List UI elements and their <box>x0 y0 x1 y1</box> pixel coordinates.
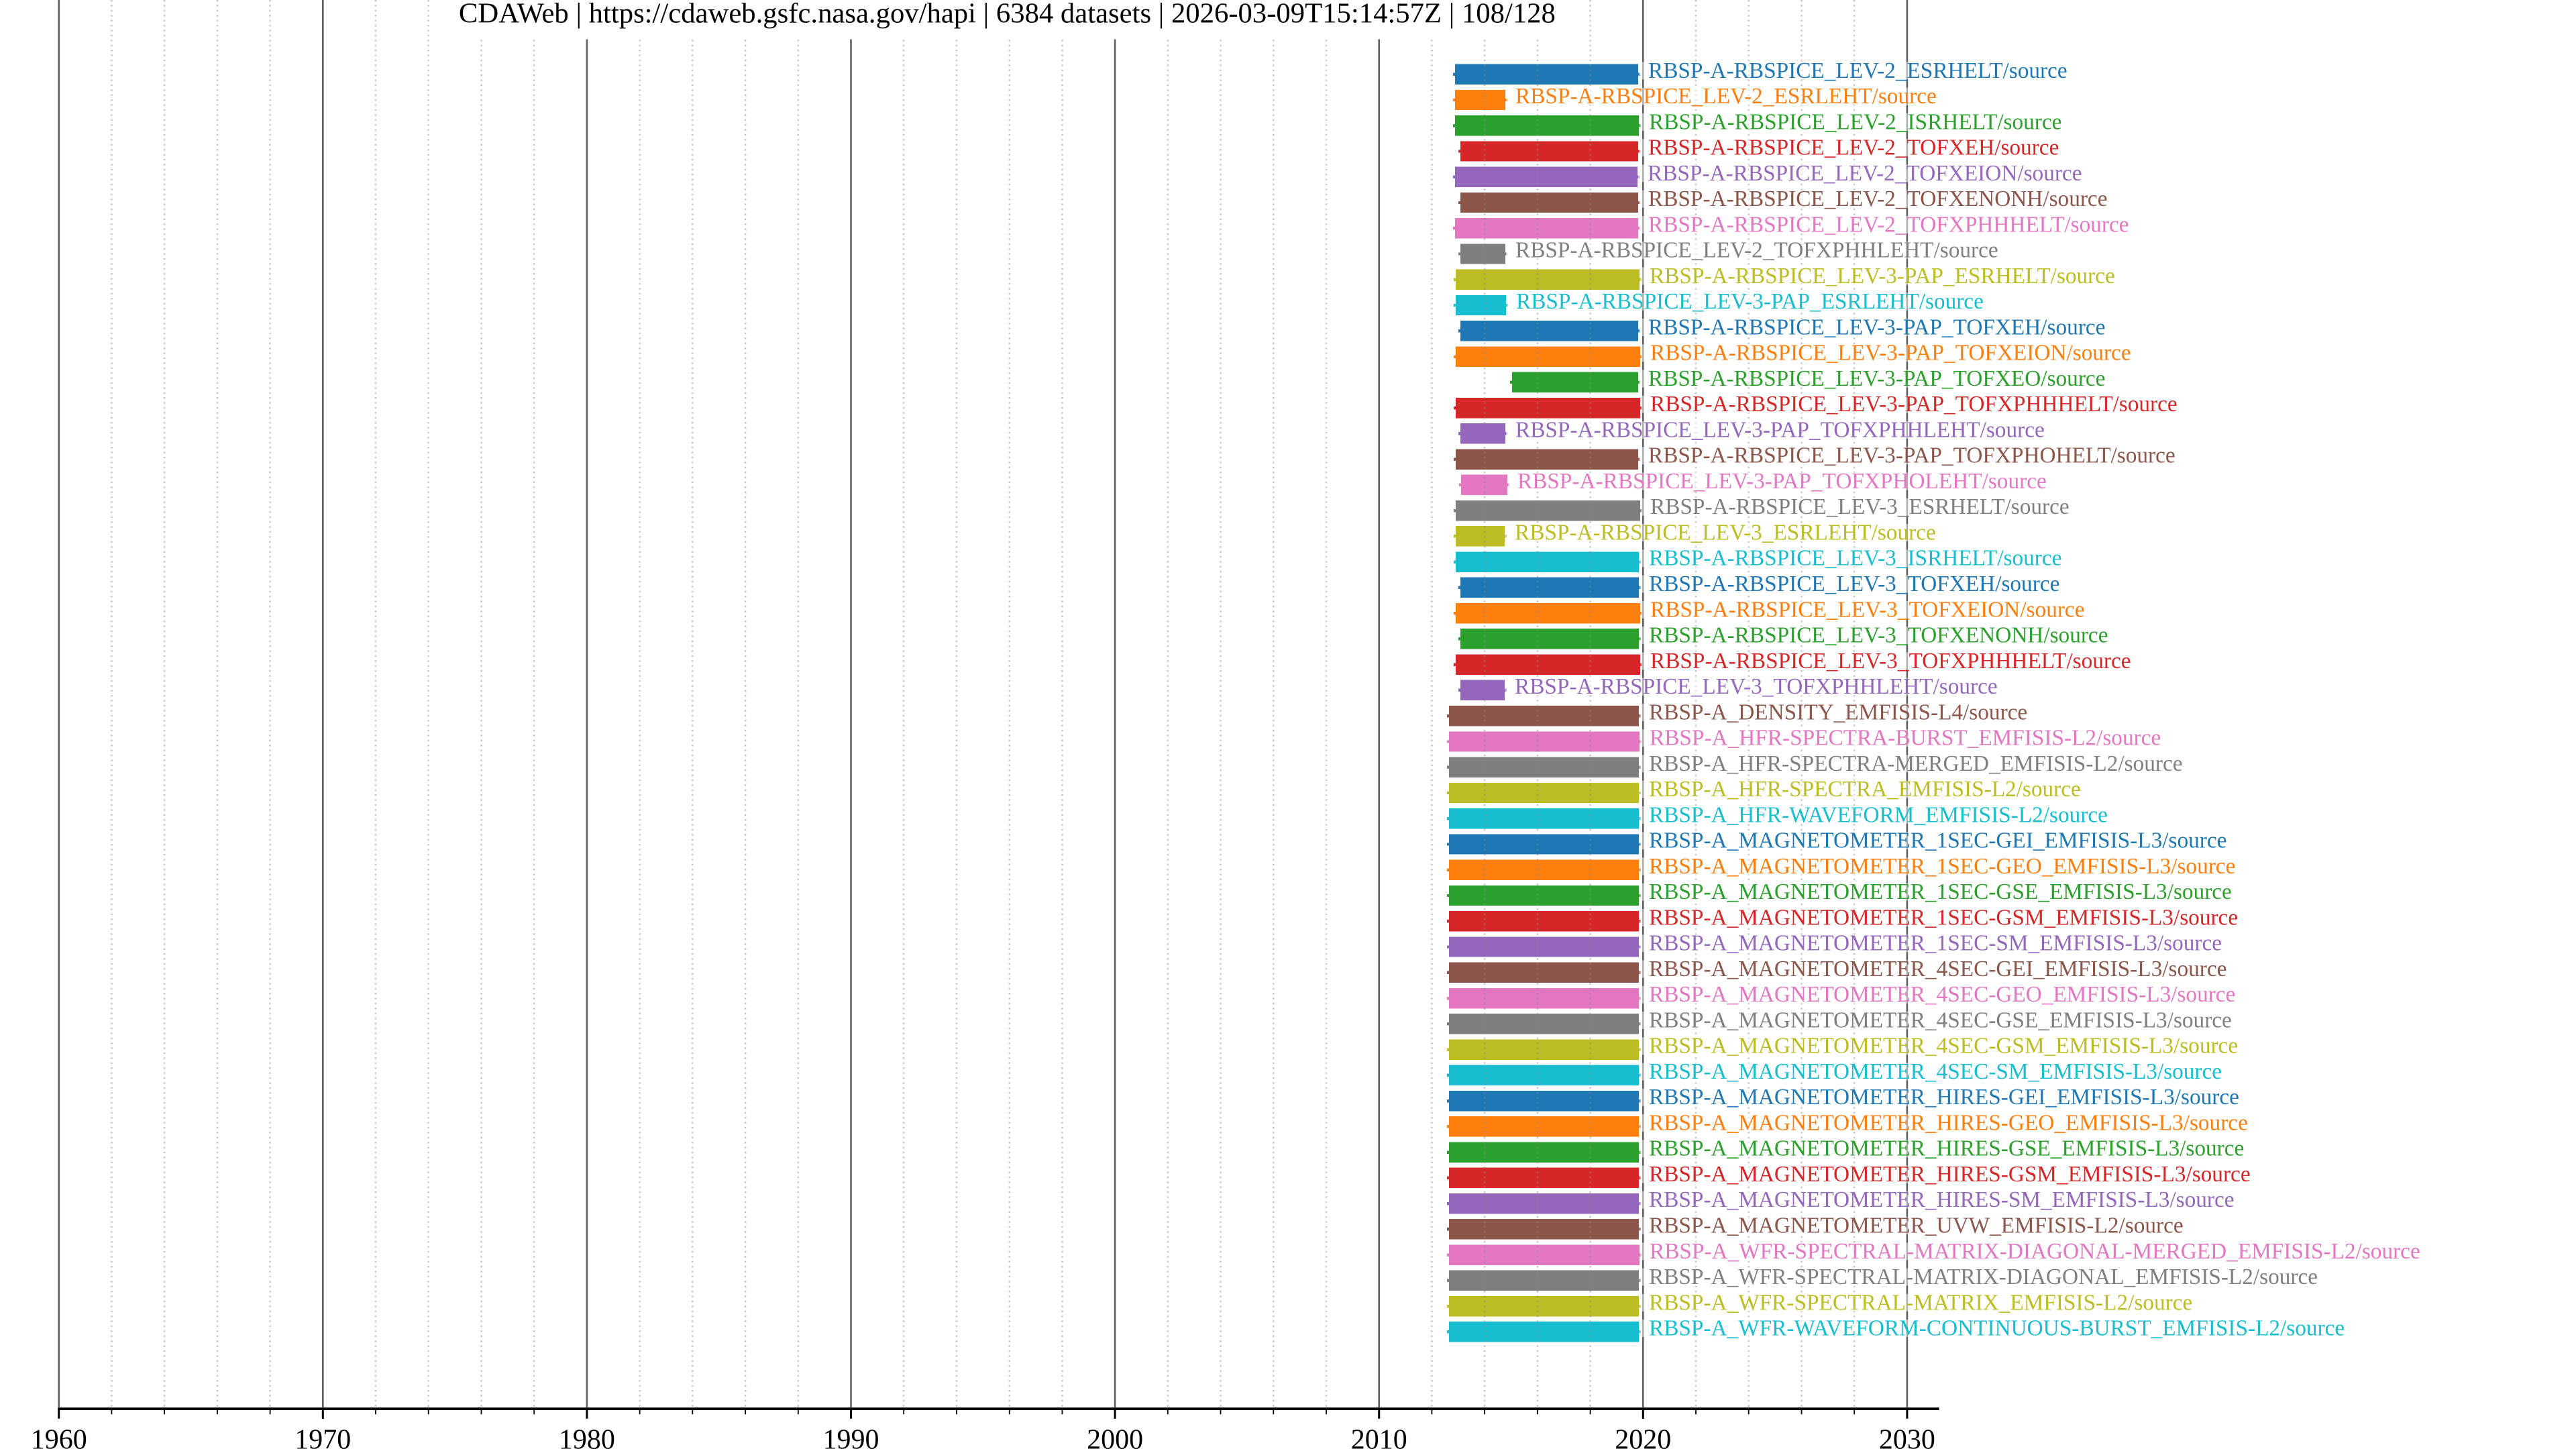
svg-text:RBSP-A-RBSPICE_LEV-3_ESRLEHT/s: RBSP-A-RBSPICE_LEV-3_ESRLEHT/source <box>1515 521 1936 545</box>
svg-text:RBSP-A_HFR-WAVEFORM_EMFISIS-L2: RBSP-A_HFR-WAVEFORM_EMFISIS-L2/source <box>1649 802 2108 827</box>
svg-text:RBSP-A_DENSITY_EMFISIS-L4/sour: RBSP-A_DENSITY_EMFISIS-L4/source <box>1649 700 2027 724</box>
svg-text:RBSP-A_MAGNETOMETER_HIRES-GSE_: RBSP-A_MAGNETOMETER_HIRES-GSE_EMFISIS-L3… <box>1649 1136 2244 1161</box>
svg-text:RBSP-A_MAGNETOMETER_4SEC-GEI_E: RBSP-A_MAGNETOMETER_4SEC-GEI_EMFISIS-L3/… <box>1649 957 2226 981</box>
svg-text:RBSP-A_WFR-SPECTRAL-MATRIX-DIA: RBSP-A_WFR-SPECTRAL-MATRIX-DIAGONAL-MERG… <box>1650 1239 2420 1264</box>
svg-text:RBSP-A-RBSPICE_LEV-2_TOFXEH/so: RBSP-A-RBSPICE_LEV-2_TOFXEH/source <box>1648 136 2059 160</box>
svg-text:RBSP-A-RBSPICE_LEV-2_TOFXENONH: RBSP-A-RBSPICE_LEV-2_TOFXENONH/source <box>1648 186 2108 211</box>
svg-text:RBSP-A-RBSPICE_LEV-2_TOFXPHHHE: RBSP-A-RBSPICE_LEV-2_TOFXPHHHELT/source <box>1648 212 2129 237</box>
svg-text:RBSP-A-RBSPICE_LEV-3-PAP_TOFXE: RBSP-A-RBSPICE_LEV-3-PAP_TOFXEION/source <box>1650 341 2131 366</box>
svg-text:RBSP-A_WFR-SPECTRAL-MATRIX-DIA: RBSP-A_WFR-SPECTRAL-MATRIX-DIAGONAL_EMFI… <box>1649 1265 2318 1289</box>
svg-text:2010: 2010 <box>1351 1425 1407 1449</box>
svg-text:2000: 2000 <box>1087 1425 1143 1449</box>
svg-text:1980: 1980 <box>559 1425 615 1449</box>
svg-text:RBSP-A-RBSPICE_LEV-2_ESRLEHT/s: RBSP-A-RBSPICE_LEV-2_ESRLEHT/source <box>1515 84 1937 109</box>
svg-text:RBSP-A-RBSPICE_LEV-3-PAP_ESRHE: RBSP-A-RBSPICE_LEV-3-PAP_ESRHELT/source <box>1650 264 2115 288</box>
svg-text:RBSP-A-RBSPICE_LEV-3_TOFXENONH: RBSP-A-RBSPICE_LEV-3_TOFXENONH/source <box>1649 623 2108 648</box>
svg-text:RBSP-A_WFR-SPECTRAL-MATRIX_EMF: RBSP-A_WFR-SPECTRAL-MATRIX_EMFISIS-L2/so… <box>1649 1290 2192 1315</box>
svg-text:RBSP-A-RBSPICE_LEV-3-PAP_ESRLE: RBSP-A-RBSPICE_LEV-3-PAP_ESRLEHT/source <box>1516 289 1984 314</box>
svg-text:RBSP-A-RBSPICE_LEV-3_TOFXPHHHE: RBSP-A-RBSPICE_LEV-3_TOFXPHHHELT/source <box>1650 649 2131 674</box>
svg-text:RBSP-A-RBSPICE_LEV-3_ISRHELT/s: RBSP-A-RBSPICE_LEV-3_ISRHELT/source <box>1649 546 2061 571</box>
svg-text:RBSP-A-RBSPICE_LEV-3-PAP_TOFXE: RBSP-A-RBSPICE_LEV-3-PAP_TOFXEO/source <box>1648 366 2105 391</box>
svg-text:RBSP-A_MAGNETOMETER_HIRES-GSM_: RBSP-A_MAGNETOMETER_HIRES-GSM_EMFISIS-L3… <box>1649 1162 2251 1187</box>
svg-text:RBSP-A_MAGNETOMETER_1SEC-SM_EM: RBSP-A_MAGNETOMETER_1SEC-SM_EMFISIS-L3/s… <box>1649 931 2222 956</box>
svg-text:RBSP-A_MAGNETOMETER_1SEC-GSM_E: RBSP-A_MAGNETOMETER_1SEC-GSM_EMFISIS-L3/… <box>1649 905 2238 930</box>
svg-text:RBSP-A_MAGNETOMETER_4SEC-GSM_E: RBSP-A_MAGNETOMETER_4SEC-GSM_EMFISIS-L3/… <box>1649 1034 2238 1059</box>
svg-text:2020: 2020 <box>1615 1425 1671 1449</box>
svg-text:RBSP-A_MAGNETOMETER_4SEC-GSE_E: RBSP-A_MAGNETOMETER_4SEC-GSE_EMFISIS-L3/… <box>1649 1008 2232 1032</box>
svg-text:RBSP-A_MAGNETOMETER_UVW_EMFISI: RBSP-A_MAGNETOMETER_UVW_EMFISIS-L2/sourc… <box>1649 1214 2184 1238</box>
svg-text:RBSP-A_MAGNETOMETER_HIRES-GEO_: RBSP-A_MAGNETOMETER_HIRES-GEO_EMFISIS-L3… <box>1649 1111 2248 1136</box>
svg-text:RBSP-A_MAGNETOMETER_HIRES-GEI_: RBSP-A_MAGNETOMETER_HIRES-GEI_EMFISIS-L3… <box>1649 1085 2239 1110</box>
svg-text:RBSP-A_WFR-WAVEFORM-CONTINUOUS: RBSP-A_WFR-WAVEFORM-CONTINUOUS-BURST_EMF… <box>1649 1316 2345 1341</box>
svg-text:RBSP-A-RBSPICE_LEV-3_TOFXEION/: RBSP-A-RBSPICE_LEV-3_TOFXEION/source <box>1650 597 2084 622</box>
svg-text:RBSP-A_HFR-SPECTRA-BURST_EMFIS: RBSP-A_HFR-SPECTRA-BURST_EMFISIS-L2/sour… <box>1650 726 2161 751</box>
svg-text:RBSP-A-RBSPICE_LEV-3-PAP_TOFXP: RBSP-A-RBSPICE_LEV-3-PAP_TOFXPHHLEHT/sou… <box>1515 417 2045 442</box>
svg-text:RBSP-A-RBSPICE_LEV-3-PAP_TOFXP: RBSP-A-RBSPICE_LEV-3-PAP_TOFXPHOLEHT/sou… <box>1517 469 2047 494</box>
svg-text:RBSP-A-RBSPICE_LEV-2_ISRHELT/s: RBSP-A-RBSPICE_LEV-2_ISRHELT/source <box>1649 109 2061 134</box>
svg-text:RBSP-A-RBSPICE_LEV-3_TOFXPHHLE: RBSP-A-RBSPICE_LEV-3_TOFXPHHLEHT/source <box>1515 674 1998 699</box>
svg-text:RBSP-A_MAGNETOMETER_1SEC-GEO_E: RBSP-A_MAGNETOMETER_1SEC-GEO_EMFISIS-L3/… <box>1649 854 2235 879</box>
svg-text:RBSP-A-RBSPICE_LEV-3_ESRHELT/s: RBSP-A-RBSPICE_LEV-3_ESRHELT/source <box>1650 494 2070 519</box>
svg-text:1960: 1960 <box>31 1425 87 1449</box>
svg-text:RBSP-A-RBSPICE_LEV-2_ESRHELT/s: RBSP-A-RBSPICE_LEV-2_ESRHELT/source <box>1648 58 2068 83</box>
svg-text:CDAWeb | https://cdaweb.gsfc.n: CDAWeb | https://cdaweb.gsfc.nasa.gov/ha… <box>459 0 1556 30</box>
svg-text:RBSP-A-RBSPICE_LEV-2_TOFXEION/: RBSP-A-RBSPICE_LEV-2_TOFXEION/source <box>1648 161 2082 186</box>
svg-text:RBSP-A-RBSPICE_LEV-2_TOFXPHHLE: RBSP-A-RBSPICE_LEV-2_TOFXPHHLEHT/source <box>1515 238 1998 263</box>
svg-text:2030: 2030 <box>1879 1425 1935 1449</box>
svg-text:RBSP-A_MAGNETOMETER_HIRES-SM_E: RBSP-A_MAGNETOMETER_HIRES-SM_EMFISIS-L3/… <box>1649 1187 2235 1212</box>
svg-text:RBSP-A-RBSPICE_LEV-3-PAP_TOFXP: RBSP-A-RBSPICE_LEV-3-PAP_TOFXPHOHELT/sou… <box>1648 443 2176 468</box>
svg-text:RBSP-A_HFR-SPECTRA-MERGED_EMFI: RBSP-A_HFR-SPECTRA-MERGED_EMFISIS-L2/sou… <box>1649 751 2183 776</box>
svg-text:RBSP-A-RBSPICE_LEV-3-PAP_TOFXE: RBSP-A-RBSPICE_LEV-3-PAP_TOFXEH/source <box>1648 315 2105 339</box>
svg-text:RBSP-A_HFR-SPECTRA_EMFISIS-L2/: RBSP-A_HFR-SPECTRA_EMFISIS-L2/source <box>1649 777 2081 802</box>
svg-text:RBSP-A_MAGNETOMETER_1SEC-GSE_E: RBSP-A_MAGNETOMETER_1SEC-GSE_EMFISIS-L3/… <box>1649 879 2232 904</box>
svg-text:RBSP-A-RBSPICE_LEV-3-PAP_TOFXP: RBSP-A-RBSPICE_LEV-3-PAP_TOFXPHHHELT/sou… <box>1650 392 2178 417</box>
svg-text:RBSP-A_MAGNETOMETER_4SEC-GEO_E: RBSP-A_MAGNETOMETER_4SEC-GEO_EMFISIS-L3/… <box>1649 982 2235 1007</box>
svg-text:1970: 1970 <box>294 1425 351 1449</box>
svg-text:1990: 1990 <box>823 1425 879 1449</box>
svg-text:RBSP-A_MAGNETOMETER_1SEC-GEI_E: RBSP-A_MAGNETOMETER_1SEC-GEI_EMFISIS-L3/… <box>1649 828 2226 853</box>
svg-text:RBSP-A-RBSPICE_LEV-3_TOFXEH/so: RBSP-A-RBSPICE_LEV-3_TOFXEH/source <box>1649 572 2059 596</box>
svg-text:RBSP-A_MAGNETOMETER_4SEC-SM_EM: RBSP-A_MAGNETOMETER_4SEC-SM_EMFISIS-L3/s… <box>1649 1059 2222 1084</box>
